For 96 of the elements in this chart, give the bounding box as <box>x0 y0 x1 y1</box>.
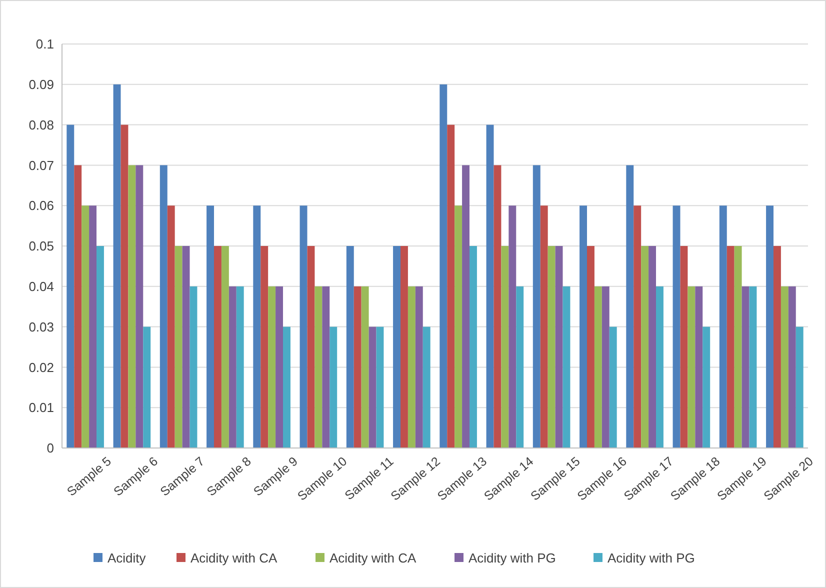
bar <box>66 124 74 448</box>
bar <box>400 246 408 448</box>
bar <box>773 246 781 448</box>
y-tick-label: 0.05 <box>28 238 54 254</box>
bar <box>440 84 448 448</box>
bar <box>719 206 727 448</box>
bar <box>393 246 400 448</box>
bar <box>780 286 788 448</box>
bar <box>136 165 144 448</box>
bar <box>688 286 696 448</box>
legend-label: Acidity with CA <box>330 550 417 566</box>
bar <box>454 206 462 448</box>
bar <box>486 124 494 448</box>
bar <box>260 246 268 448</box>
bar <box>540 206 548 448</box>
bar <box>508 206 516 448</box>
bar <box>548 246 556 448</box>
y-tick-label: 0.02 <box>28 360 54 375</box>
bar <box>221 246 229 448</box>
bar <box>82 206 90 448</box>
bar <box>422 326 430 448</box>
bar <box>206 206 214 448</box>
bar <box>626 165 634 448</box>
bar <box>648 246 656 448</box>
bar <box>742 286 750 448</box>
bar <box>580 206 587 448</box>
bar <box>354 286 362 448</box>
bar <box>447 124 455 448</box>
bar <box>368 326 376 448</box>
bar <box>330 326 338 448</box>
bar <box>276 286 284 448</box>
bar <box>120 124 128 448</box>
legend-label: Acidity with CA <box>190 550 278 566</box>
bar <box>734 246 742 448</box>
bar <box>143 326 151 448</box>
y-tick-label: 0 <box>46 440 54 456</box>
bar <box>408 286 416 448</box>
bar <box>788 286 796 448</box>
bar <box>501 246 509 448</box>
legend-label: Acidity with PG <box>608 550 695 566</box>
bar <box>113 84 121 448</box>
bar <box>253 206 261 448</box>
y-tick-label: 0.03 <box>28 319 54 334</box>
y-tick-label: 0.04 <box>28 278 54 294</box>
bar <box>182 246 190 448</box>
bar <box>314 286 322 448</box>
y-tick-label: 0.09 <box>28 76 54 92</box>
bar <box>283 326 290 448</box>
y-tick-label: 0.01 <box>28 400 54 416</box>
bar <box>322 286 330 448</box>
y-tick-label: 0.1 <box>36 36 54 52</box>
y-tick-label: 0.07 <box>28 158 54 173</box>
bar <box>494 165 502 448</box>
bar <box>672 206 680 448</box>
bar <box>415 286 423 448</box>
bar <box>680 246 688 448</box>
bar <box>96 246 104 448</box>
bar <box>128 165 136 448</box>
bar <box>796 326 804 448</box>
bar <box>160 165 168 448</box>
bar <box>307 246 315 448</box>
bar <box>634 206 642 448</box>
bar <box>602 286 610 448</box>
bar <box>214 246 222 448</box>
bar <box>167 206 175 448</box>
bar <box>174 246 182 448</box>
y-tick-label: 0.06 <box>28 198 54 214</box>
bar <box>726 246 734 448</box>
bar <box>462 165 470 448</box>
bar <box>376 326 384 448</box>
bar <box>562 286 570 448</box>
bar <box>766 206 774 448</box>
bar <box>609 326 617 448</box>
bar <box>702 326 710 448</box>
bar <box>656 286 664 448</box>
bar <box>228 286 236 448</box>
bar <box>594 286 602 448</box>
y-tick-label: 0.08 <box>28 117 54 132</box>
bar <box>749 286 757 448</box>
legend-label: Acidity with PG <box>468 550 556 566</box>
bar <box>470 246 477 448</box>
bar <box>89 206 97 448</box>
bar <box>74 165 82 448</box>
bar <box>555 246 563 448</box>
bar <box>586 246 594 448</box>
bar <box>190 286 198 448</box>
bar <box>346 246 354 448</box>
bar <box>361 286 369 448</box>
bar <box>641 246 649 448</box>
bar <box>532 165 540 448</box>
bar <box>695 286 703 448</box>
legend-label: Acidity <box>108 550 146 566</box>
bar <box>516 286 524 448</box>
bar <box>300 206 308 448</box>
bar <box>268 286 276 448</box>
bar <box>236 286 244 448</box>
